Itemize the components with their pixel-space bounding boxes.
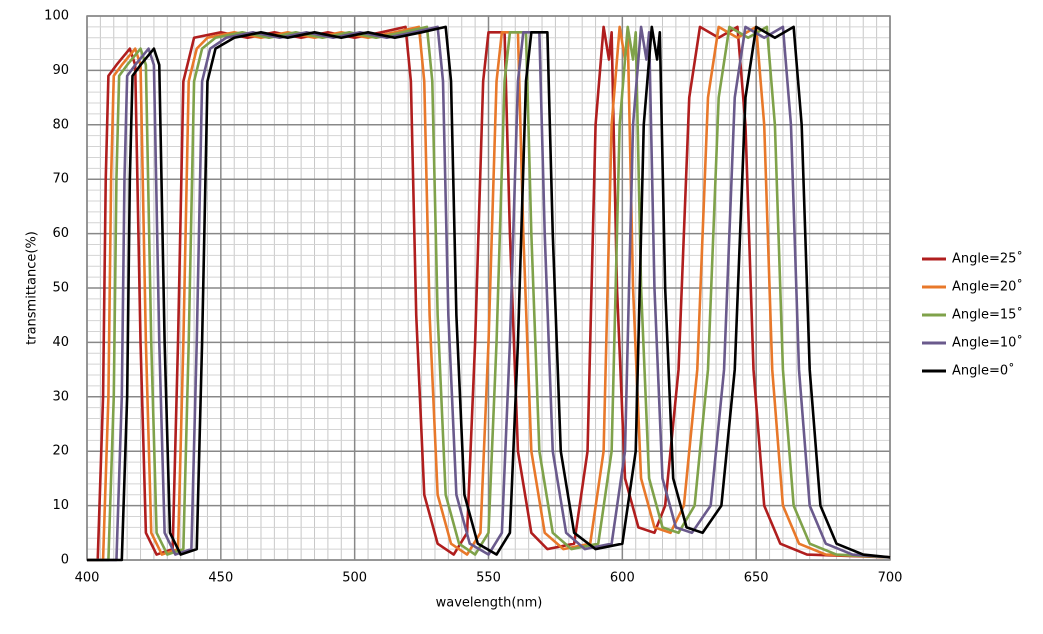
x-tick-label: 550 [476,571,501,586]
y-tick-label: 0 [61,553,69,568]
y-tick-label: 100 [44,9,69,24]
y-tick-label: 70 [52,172,69,187]
series-line [87,25,891,562]
x-tick-label: 600 [610,571,635,586]
y-tick-label: 80 [52,117,69,132]
y-tick-label: 90 [52,63,69,78]
x-tick-label: 700 [878,571,903,586]
x-tick-label: 650 [744,571,769,586]
y-tick-label: 30 [52,389,69,404]
plot-border [86,15,891,561]
y-axis-label: transmittance(%) [25,231,40,345]
x-tick-label: 500 [342,571,367,586]
x-axis-label: wavelength(nm) [436,596,543,611]
series-line [87,25,891,562]
x-tick-label: 450 [208,571,233,586]
y-tick-label: 50 [52,281,69,296]
legend-label: Angle=25˚ [952,251,1023,267]
legend-label: Angle=15˚ [952,307,1023,323]
series-line [87,25,891,562]
y-tick-label: 10 [52,498,69,513]
series-line [87,25,891,562]
series-line [87,25,891,562]
y-tick-label: 60 [52,226,69,241]
y-tick-label: 40 [52,335,69,350]
x-tick-label: 400 [75,571,100,586]
legend-label: Angle=0˚ [952,363,1015,379]
legend-label: Angle=20˚ [952,279,1023,295]
y-tick-label: 20 [52,444,69,459]
legend-label: Angle=10˚ [952,335,1023,351]
